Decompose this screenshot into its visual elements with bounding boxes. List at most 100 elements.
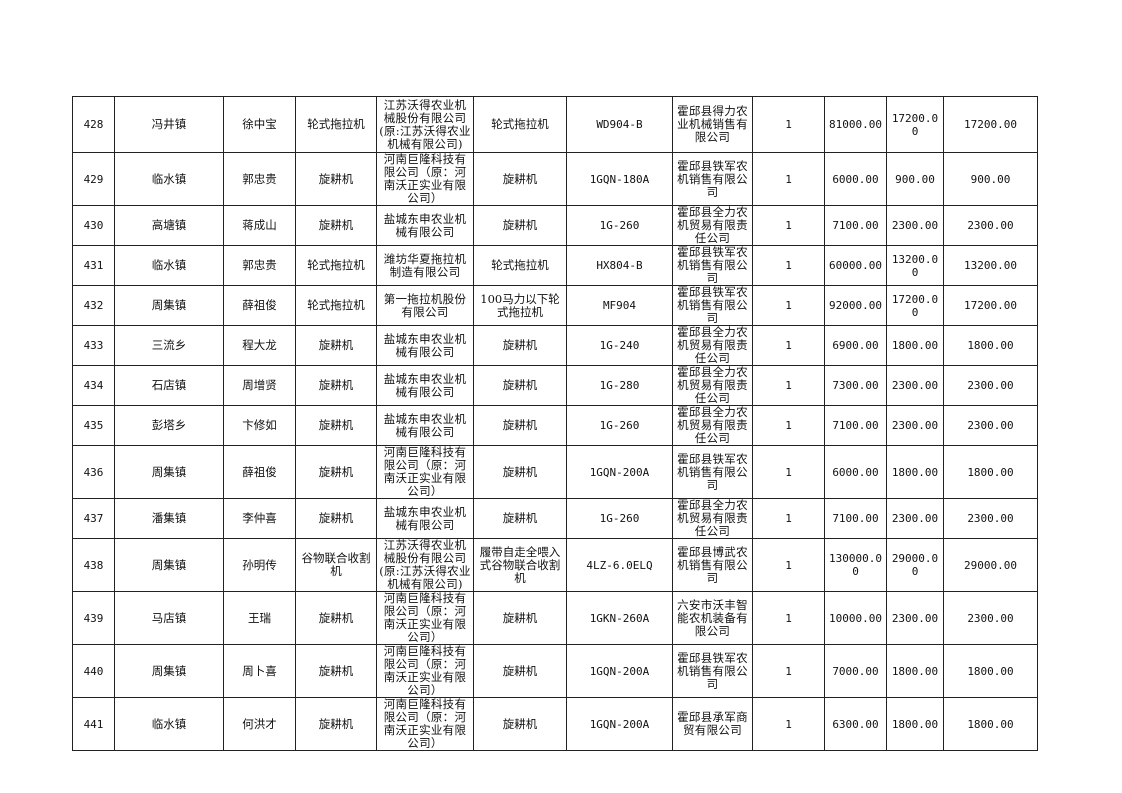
category-cell: 轮式拖拉机 [295,245,377,286]
quantity-cell: 1 [752,325,825,366]
model-cell: 1G-260 [566,205,673,246]
price-cell: 7100.00 [824,205,887,246]
table-row: 441 临水镇 何洪才 旋耕机 河南巨隆科技有限公司（原：河南沃正实业有限公司） 旋耕机 1… [72,697,1038,751]
price-cell: 6300.00 [824,697,887,751]
row-number: 432 [72,285,115,326]
manufacturer-cell: 盐城东申农业机械有限公司 [376,205,474,246]
category-cell: 旋耕机 [295,205,377,246]
manufacturer-cell: 河南巨隆科技有限公司（原：河南沃正实业有限公司） [376,152,474,206]
dealer-cell: 霍邱县铁军农机销售有限公司 [672,445,753,499]
subsidy-cell: 2300.00 [886,591,944,645]
category-cell: 旋耕机 [295,365,377,406]
town-cell: 潘集镇 [114,498,224,539]
total-subsidy-cell: 2300.00 [943,365,1038,406]
product-name-cell: 旋耕机 [473,591,567,645]
dealer-cell: 六安市沃丰智能农机装备有限公司 [672,591,753,645]
manufacturer-cell: 盐城东申农业机械有限公司 [376,325,474,366]
total-subsidy-cell: 900.00 [943,152,1038,206]
dealer-cell: 霍邱县全力农机贸易有限责任公司 [672,205,753,246]
quantity-cell: 1 [752,405,825,446]
subsidy-cell: 13200.00 [886,245,944,286]
table-row: 437 潘集镇 李仲喜 旋耕机 盐城东申农业机械有限公司 旋耕机 1G-260 霍邱县全力农机… [72,498,1038,539]
subsidy-cell: 1800.00 [886,697,944,751]
dealer-cell: 霍邱县全力农机贸易有限责任公司 [672,365,753,406]
town-cell: 马店镇 [114,591,224,645]
table-row: 438 周集镇 孙明传 谷物联合收割机 江苏沃得农业机械股份有限公司(原:江苏沃得农业机… [72,538,1038,592]
row-number: 434 [72,365,115,406]
subsidy-cell: 17200.00 [886,96,944,153]
subsidy-cell: 2300.00 [886,365,944,406]
subsidy-table: 428 冯井镇 徐中宝 轮式拖拉机 江苏沃得农业机械股份有限公司(原:江苏沃得农业机械有… [72,96,1038,751]
quantity-cell: 1 [752,538,825,592]
quantity-cell: 1 [752,205,825,246]
quantity-cell: 1 [752,245,825,286]
row-number: 436 [72,445,115,499]
category-cell: 谷物联合收割机 [295,538,377,592]
total-subsidy-cell: 2300.00 [943,405,1038,446]
category-cell: 旋耕机 [295,152,377,206]
price-cell: 6000.00 [824,152,887,206]
category-cell: 旋耕机 [295,591,377,645]
town-cell: 周集镇 [114,445,224,499]
table-row: 431 临水镇 郭忠贵 轮式拖拉机 潍坊华夏拖拉机制造有限公司 轮式拖拉机 HX804-B 霍… [72,245,1038,286]
quantity-cell: 1 [752,365,825,406]
model-cell: MF904 [566,285,673,326]
manufacturer-cell: 河南巨隆科技有限公司（原：河南沃正实业有限公司） [376,697,474,751]
quantity-cell: 1 [752,498,825,539]
manufacturer-cell: 潍坊华夏拖拉机制造有限公司 [376,245,474,286]
buyer-cell: 周卜喜 [223,644,296,698]
subsidy-cell: 2300.00 [886,205,944,246]
dealer-cell: 霍邱县铁军农机销售有限公司 [672,245,753,286]
total-subsidy-cell: 1800.00 [943,697,1038,751]
table-row: 428 冯井镇 徐中宝 轮式拖拉机 江苏沃得农业机械股份有限公司(原:江苏沃得农业机械有… [72,96,1038,153]
model-cell: 1GKN-260A [566,591,673,645]
town-cell: 临水镇 [114,152,224,206]
product-name-cell: 旋耕机 [473,205,567,246]
category-cell: 旋耕机 [295,498,377,539]
subsidy-cell: 2300.00 [886,498,944,539]
subsidy-cell: 2300.00 [886,405,944,446]
buyer-cell: 郭忠贵 [223,245,296,286]
manufacturer-cell: 江苏沃得农业机械股份有限公司(原:江苏沃得农业机械有限公司) [376,96,474,153]
town-cell: 三流乡 [114,325,224,366]
town-cell: 周集镇 [114,644,224,698]
buyer-cell: 薛祖俊 [223,445,296,499]
total-subsidy-cell: 13200.00 [943,245,1038,286]
model-cell: 1GQN-200A [566,644,673,698]
model-cell: WD904-B [566,96,673,153]
dealer-cell: 霍邱县全力农机贸易有限责任公司 [672,325,753,366]
town-cell: 石店镇 [114,365,224,406]
price-cell: 6900.00 [824,325,887,366]
subsidy-cell: 1800.00 [886,325,944,366]
buyer-cell: 孙明传 [223,538,296,592]
buyer-cell: 徐中宝 [223,96,296,153]
row-number: 439 [72,591,115,645]
quantity-cell: 1 [752,152,825,206]
manufacturer-cell: 江苏沃得农业机械股份有限公司(原:江苏沃得农业机械有限公司) [376,538,474,592]
buyer-cell: 李仲喜 [223,498,296,539]
manufacturer-cell: 河南巨隆科技有限公司（原：河南沃正实业有限公司） [376,644,474,698]
table-row: 434 石店镇 周增贤 旋耕机 盐城东申农业机械有限公司 旋耕机 1G-280 霍邱县全力农机… [72,365,1038,406]
quantity-cell: 1 [752,591,825,645]
dealer-cell: 霍邱县承军商贸有限公司 [672,697,753,751]
product-name-cell: 旋耕机 [473,152,567,206]
manufacturer-cell: 河南巨隆科技有限公司（原：河南沃正实业有限公司） [376,445,474,499]
buyer-cell: 薛祖俊 [223,285,296,326]
model-cell: 1G-280 [566,365,673,406]
model-cell: 1G-240 [566,325,673,366]
subsidy-cell: 900.00 [886,152,944,206]
category-cell: 轮式拖拉机 [295,285,377,326]
total-subsidy-cell: 17200.00 [943,96,1038,153]
product-name-cell: 旋耕机 [473,405,567,446]
dealer-cell: 霍邱县全力农机贸易有限责任公司 [672,405,753,446]
dealer-cell: 霍邱县铁军农机销售有限公司 [672,285,753,326]
row-number: 428 [72,96,115,153]
row-number: 438 [72,538,115,592]
total-subsidy-cell: 2300.00 [943,498,1038,539]
table-row: 433 三流乡 程大龙 旋耕机 盐城东申农业机械有限公司 旋耕机 1G-240 霍邱县全力农机… [72,325,1038,366]
product-name-cell: 100马力以下轮式拖拉机 [473,285,567,326]
buyer-cell: 王瑞 [223,591,296,645]
price-cell: 10000.00 [824,591,887,645]
price-cell: 81000.00 [824,96,887,153]
product-name-cell: 旋耕机 [473,445,567,499]
